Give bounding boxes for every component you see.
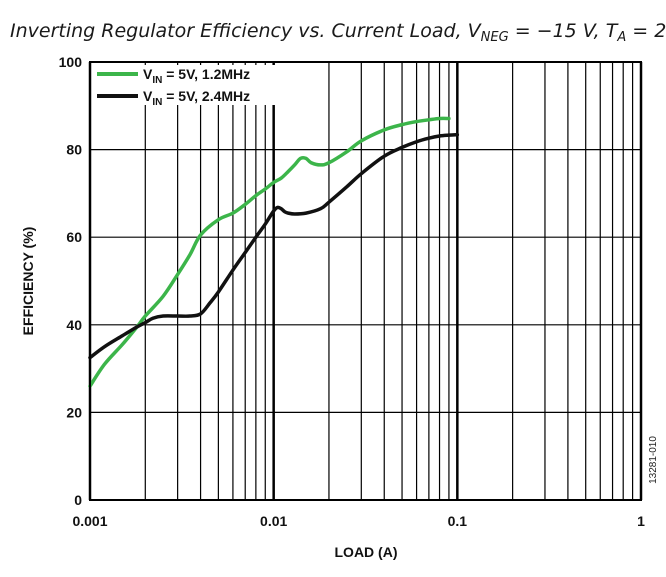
x-tick-label: 0.1 bbox=[448, 513, 468, 529]
x-axis-label: LOAD (A) bbox=[335, 544, 398, 560]
title-main: Inverting Regulator Efficiency vs. Curre… bbox=[10, 20, 483, 42]
legend-1-prefix: V bbox=[143, 66, 153, 82]
legend-1-sub: IN bbox=[152, 75, 162, 86]
legend-1-suffix: = 5V, 1.2MHz bbox=[162, 66, 250, 82]
x-tick-label: 0.001 bbox=[72, 513, 107, 529]
figure-code: 13281-010 bbox=[648, 436, 659, 484]
y-axis-label: EFFICIENCY (%) bbox=[20, 227, 36, 336]
x-tick-label: 0.01 bbox=[260, 513, 287, 529]
series-line-1.2mhz bbox=[88, 116, 451, 388]
y-tick-label: 100 bbox=[59, 54, 83, 70]
legend-2-prefix: V bbox=[143, 88, 153, 104]
title-sub-a: A bbox=[616, 30, 626, 45]
chart-title: Inverting Regulator Efficiency vs. Curre… bbox=[10, 20, 666, 45]
legend-background bbox=[93, 65, 303, 105]
y-tick-label: 40 bbox=[66, 317, 82, 333]
series-line-2.4mhz bbox=[88, 132, 460, 360]
series-group bbox=[88, 116, 460, 388]
plot-frame bbox=[89, 61, 642, 501]
y-tick-label: 20 bbox=[66, 404, 82, 420]
x-tick-label: 1 bbox=[637, 513, 645, 529]
title-end: = 25°C bbox=[626, 20, 666, 42]
legend-2-sub: IN bbox=[152, 97, 162, 108]
legend-entry-2.4mhz: VIN = 5V, 2.4MHz bbox=[143, 88, 250, 108]
legend-2-suffix: = 5V, 2.4MHz bbox=[162, 88, 250, 104]
x-tick-labels: 0.001 0.01 0.1 1 bbox=[72, 513, 645, 529]
legend: VIN = 5V, 1.2MHz VIN = 5V, 2.4MHz bbox=[93, 65, 303, 108]
y-tick-label: 80 bbox=[66, 142, 82, 158]
y-tick-label: 0 bbox=[74, 492, 82, 508]
title-sub-neg: NEG bbox=[481, 30, 509, 45]
title-mid: = −15 V, T bbox=[509, 20, 619, 42]
legend-entry-1.2mhz: VIN = 5V, 1.2MHz bbox=[143, 66, 250, 86]
y-tick-label: 60 bbox=[66, 229, 82, 245]
y-tick-labels: 0 20 40 60 80 100 bbox=[59, 54, 83, 508]
